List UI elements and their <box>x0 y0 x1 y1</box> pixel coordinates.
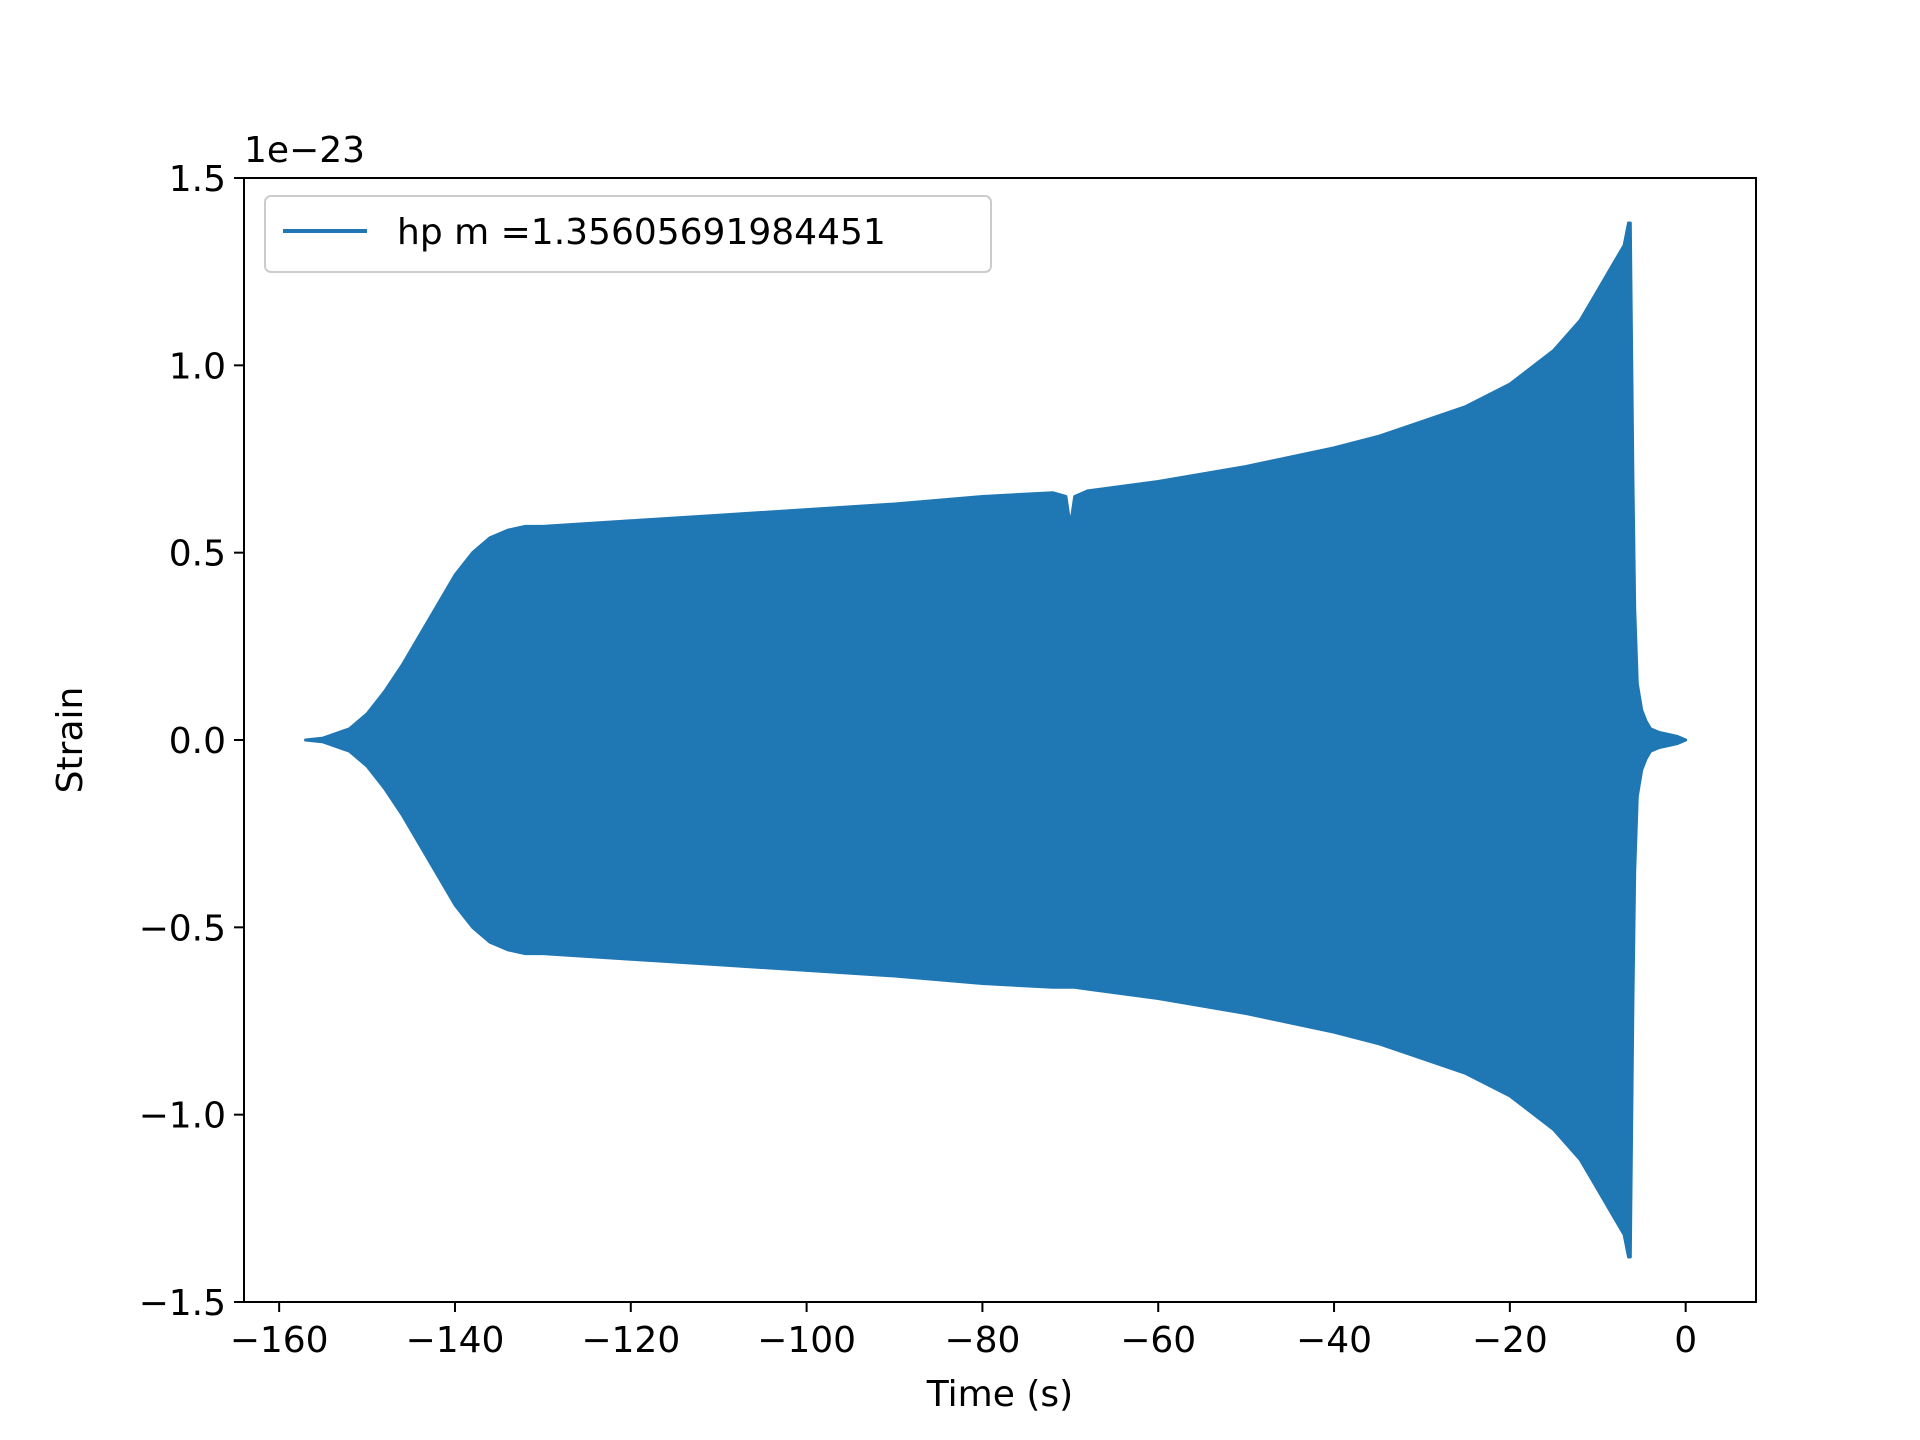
y-tick-label: 0.0 <box>169 721 226 762</box>
y-tick-label: 1.5 <box>169 159 226 200</box>
legend: hp m =1.35605691984451 <box>264 195 992 273</box>
x-tick-label: −60 <box>1120 1320 1196 1361</box>
y-axis: −1.5 −1.0 −0.5 0.0 0.5 1.0 1.5 <box>139 159 244 1324</box>
x-tick-label: −120 <box>581 1320 680 1361</box>
x-tick-label: −20 <box>1472 1320 1548 1361</box>
series-waveform <box>304 221 1688 1259</box>
x-tick-label: −100 <box>757 1320 856 1361</box>
legend-box <box>264 195 992 273</box>
y-tick-label: 1.0 <box>169 346 226 387</box>
x-tick-label: −80 <box>944 1320 1020 1361</box>
y-tick-label: −0.5 <box>139 908 226 949</box>
x-tick-label: −40 <box>1296 1320 1372 1361</box>
y-tick-label: −1.5 <box>139 1283 226 1324</box>
y-tick-label: 0.5 <box>169 534 226 575</box>
y-tick-label: −1.0 <box>139 1096 226 1137</box>
plot-area <box>304 221 1688 1259</box>
x-tick-label: −160 <box>230 1320 329 1361</box>
y-axis-label: Strain <box>50 687 91 794</box>
x-axis: −160 −140 −120 −100 −80 −60 −40 −20 0 <box>230 1302 1697 1361</box>
legend-entry-label: hp m =1.35605691984451 <box>397 212 886 253</box>
x-axis-label: Time (s) <box>926 1374 1073 1415</box>
y-offset-label: 1e−23 <box>244 130 365 171</box>
x-tick-label: 0 <box>1674 1320 1697 1361</box>
x-tick-label: −140 <box>406 1320 505 1361</box>
